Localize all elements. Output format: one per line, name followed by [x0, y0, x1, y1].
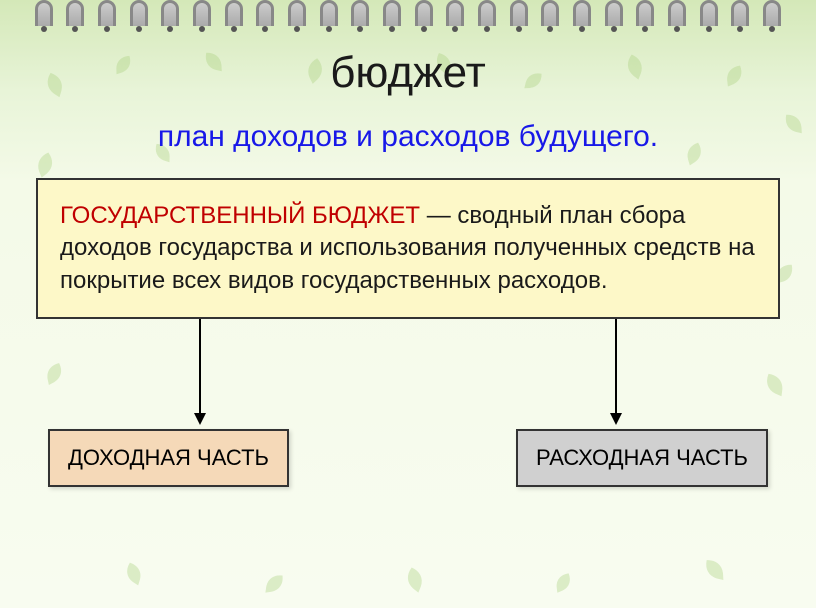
subtitle-text: план доходов и расходов будущего.: [36, 120, 780, 154]
branch-box: РАСХОДНАЯ ЧАСТЬ: [516, 429, 768, 487]
arrows-container: [36, 319, 780, 429]
page-title: бюджет: [36, 48, 780, 98]
definition-term: ГОСУДАРСТВЕННЫЙ БЮДЖЕТ: [60, 202, 420, 229]
branches-row: ДОХОДНАЯ ЧАСТЬ РАСХОДНАЯ ЧАСТЬ: [36, 429, 780, 487]
branch-box: ДОХОДНАЯ ЧАСТЬ: [48, 429, 289, 487]
definition-box: ГОСУДАРСТВЕННЫЙ БЮДЖЕТ — сводный план сб…: [36, 178, 780, 319]
